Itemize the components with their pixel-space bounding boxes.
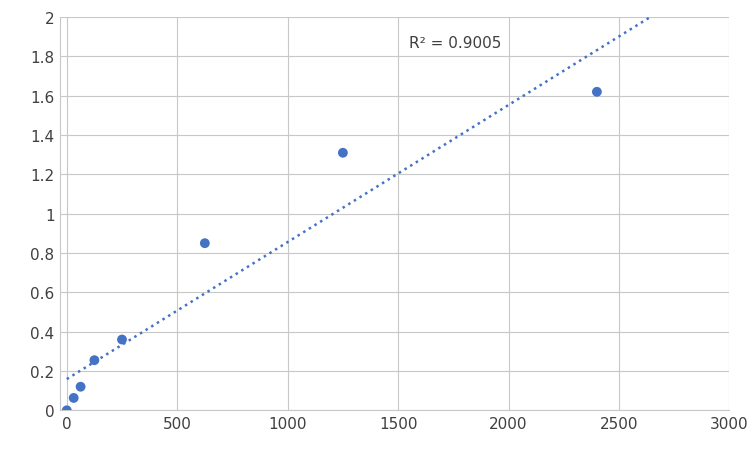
Point [116, 336, 128, 343]
Point [89, 357, 101, 364]
Point [74, 383, 86, 391]
Point [61, 407, 73, 414]
Point [68, 395, 80, 402]
Point [199, 240, 211, 247]
Point [337, 150, 349, 157]
Text: R² = 0.9005: R² = 0.9005 [409, 36, 502, 51]
Point [591, 89, 603, 96]
